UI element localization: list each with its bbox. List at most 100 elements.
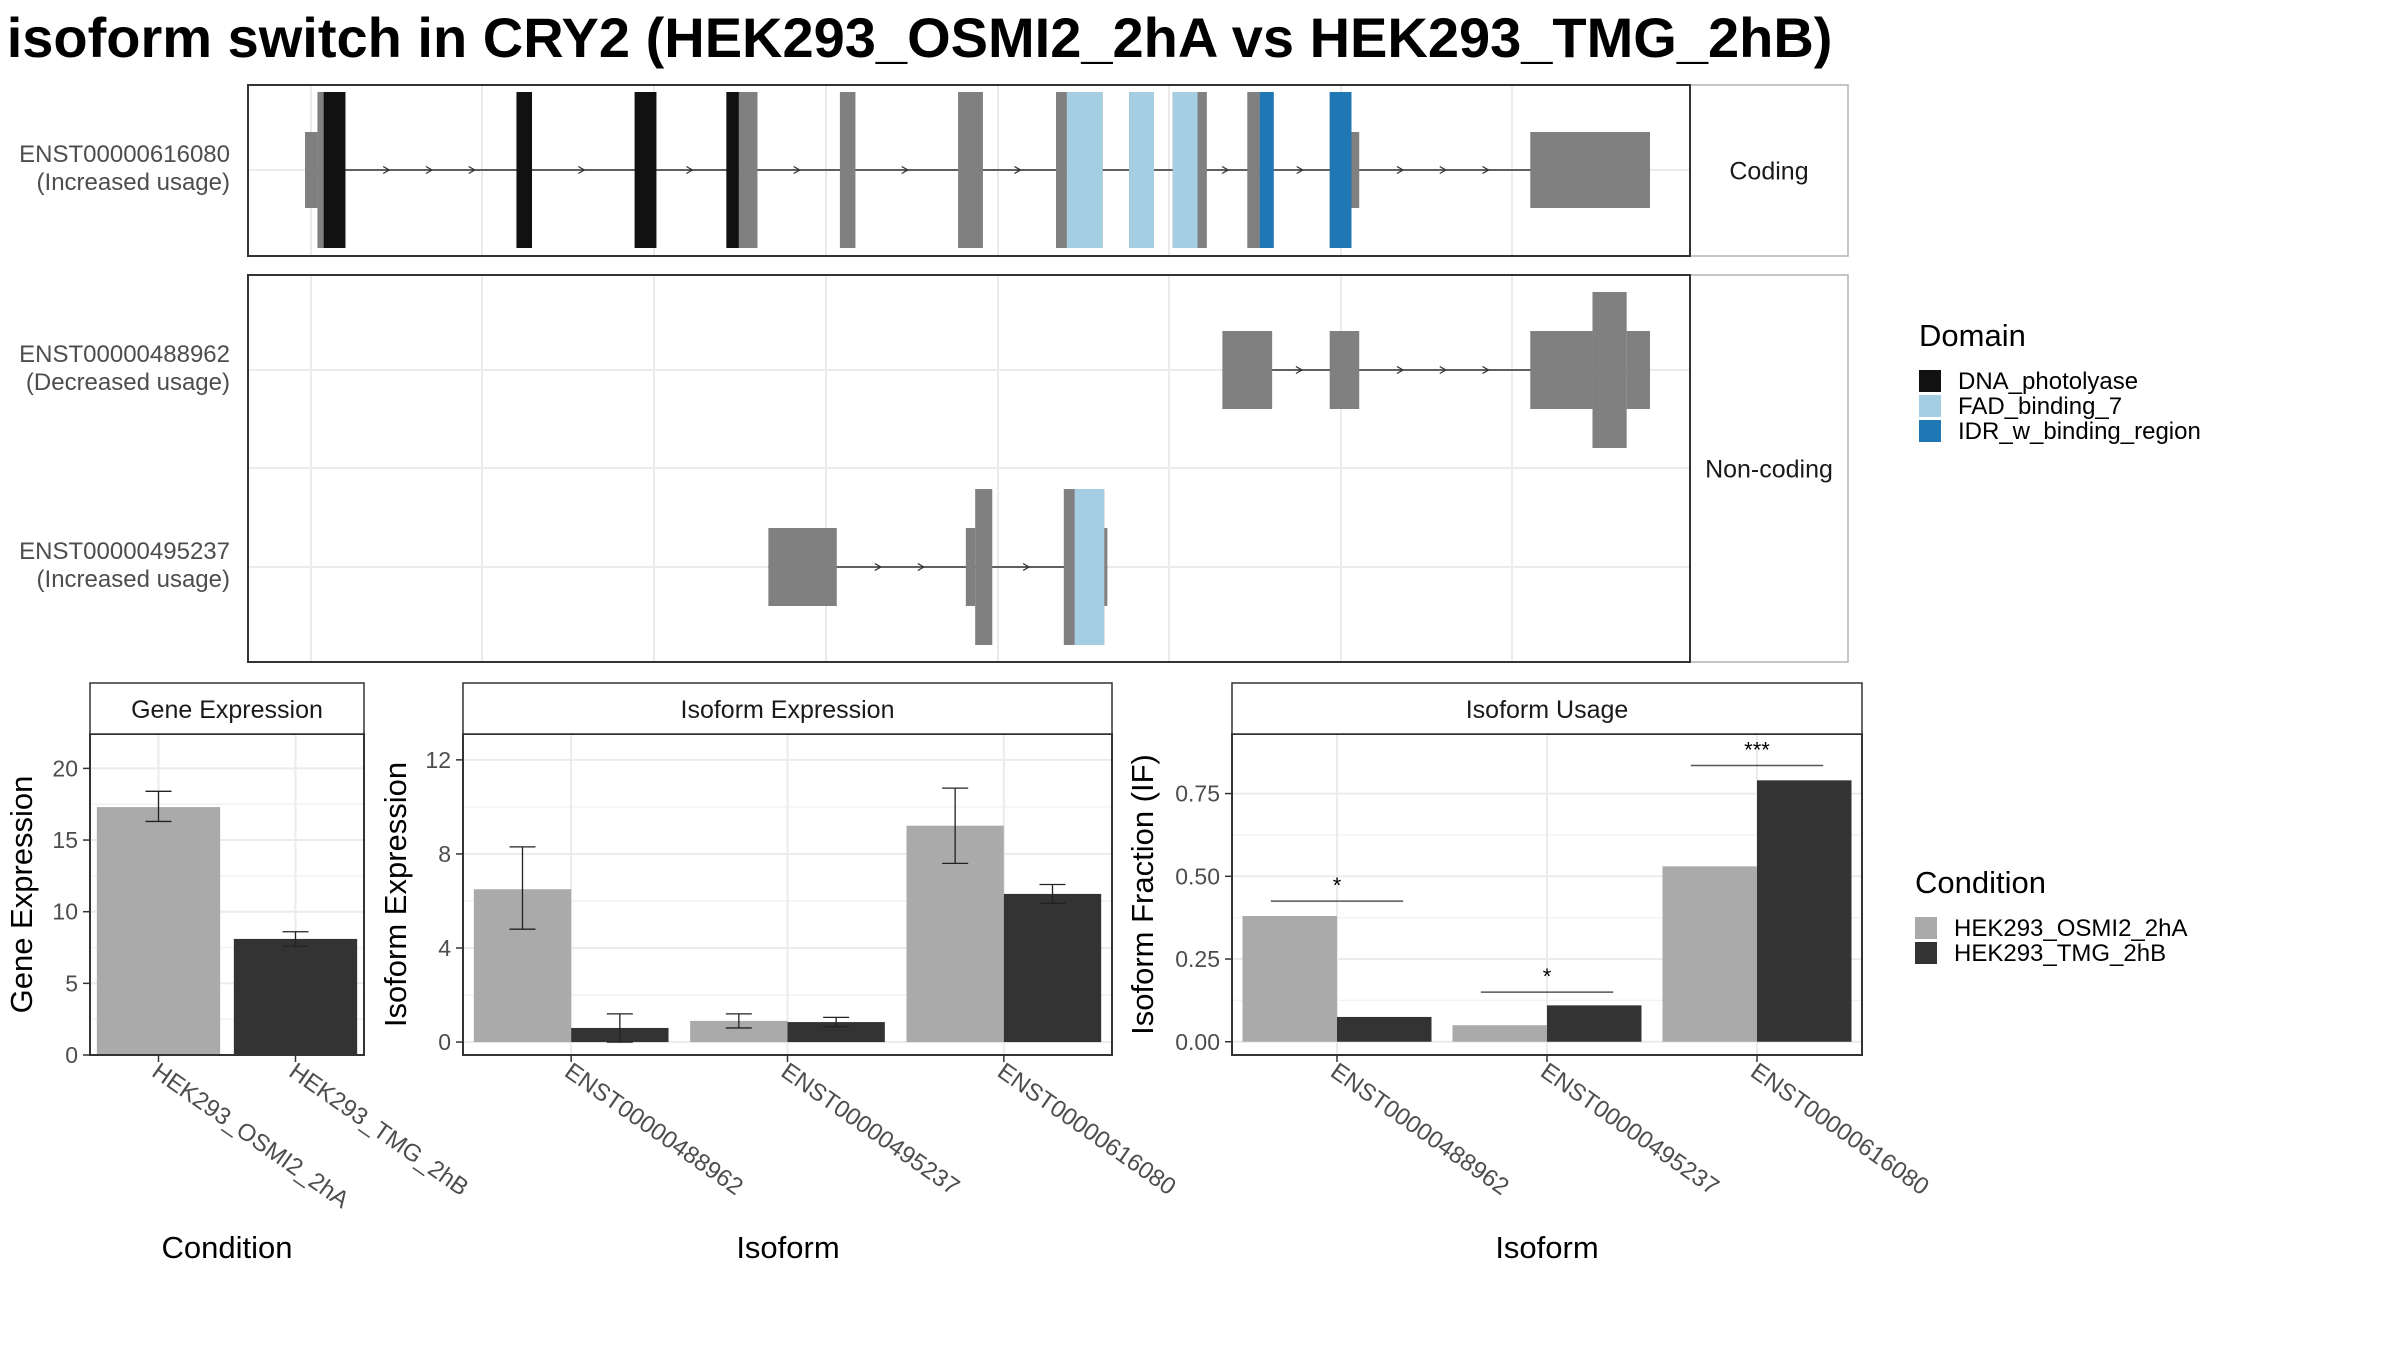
x-tick-label: ENST00000488962 (560, 1058, 748, 1201)
strip (462, 682, 1113, 735)
bar (1662, 866, 1757, 1042)
legend-label: FAD_binding_7 (1958, 393, 2122, 420)
intron-arrow (1014, 165, 1022, 175)
facet-strip (1689, 84, 1849, 257)
protein-domain-block (516, 92, 533, 248)
structure-facet-coding: Coding ENST00000616080(Increased usage) (19, 84, 1849, 257)
legend-label: IDR_w_binding_region (1958, 418, 2201, 445)
intron-arrow (874, 562, 883, 572)
bar (787, 1022, 885, 1043)
intron-arrow (468, 165, 476, 175)
bar (1242, 916, 1337, 1042)
y-tick-label: 8 (438, 841, 451, 867)
y-tick-label: 0 (438, 1029, 451, 1055)
significance-label: * (1333, 873, 1342, 898)
facet-strip-label: Non-coding (1705, 456, 1833, 484)
y-tick-label: 20 (52, 755, 78, 781)
intron-arrow (1396, 165, 1405, 175)
significance-label: *** (1744, 737, 1770, 762)
exon-block (1329, 331, 1360, 409)
figure-title: The isoform switch in CRY2 (HEK293_OSMI2… (0, 6, 1832, 69)
y-tick-label: 0.50 (1175, 863, 1220, 889)
y-tick-label: 0 (65, 1042, 78, 1068)
intron-arrow (1221, 165, 1230, 175)
protein-domain-block (1074, 489, 1105, 645)
bar (1547, 1005, 1642, 1042)
legend-key (1919, 420, 1941, 442)
legend-key (1915, 917, 1937, 939)
x-tick-label: ENST00000616080 (1746, 1058, 1934, 1201)
protein-domain-block (1172, 92, 1198, 248)
transcript-usage-label: (Increased usage) (37, 169, 230, 196)
protein-domain-block (1329, 92, 1352, 248)
bar (1337, 1016, 1432, 1042)
exon-block (1530, 132, 1650, 208)
exon-block (1530, 331, 1593, 409)
significance-label: * (1543, 964, 1552, 989)
legend-label: HEK293_OSMI2_2hA (1954, 915, 2187, 942)
intron-arrow (1396, 365, 1405, 375)
y-tick-label: 15 (52, 827, 78, 853)
intron-arrow (1482, 365, 1490, 375)
chart-1: 0 4 8 12 ENST00000488962 ENST00000495237 ENST0… (378, 682, 1181, 1265)
y-tick-label: 10 (52, 899, 78, 925)
facet-strip-label: Coding (1729, 158, 1808, 186)
y-tick-label: 4 (438, 935, 451, 961)
intron-arrow (1439, 365, 1448, 375)
y-axis-label: Gene Expression (4, 776, 39, 1014)
bar (1757, 780, 1852, 1042)
y-tick-label: 0.25 (1175, 946, 1220, 972)
legend-title: Condition (1915, 865, 2046, 900)
y-tick-label: 5 (65, 970, 78, 996)
legend-key (1915, 942, 1937, 964)
x-axis-label: Isoform (736, 1230, 839, 1265)
exon-block (317, 92, 324, 248)
exon-block (1222, 331, 1273, 409)
intron-arrow (917, 562, 926, 572)
exon-block (1056, 92, 1067, 248)
bar (1003, 893, 1102, 1043)
bar (690, 1020, 788, 1043)
domain-legend: Domain DNA_photolyaseFAD_binding_7IDR_w_b… (1919, 318, 2201, 445)
x-tick-label: ENST00000488962 (1326, 1058, 1514, 1201)
legend-label: DNA_photolyase (1958, 368, 2138, 395)
x-tick-label: ENST00000616080 (992, 1058, 1180, 1201)
legend-label: HEK293_TMG_2hB (1954, 940, 2166, 967)
intron-arrow (1296, 165, 1304, 175)
bar (1452, 1025, 1547, 1042)
structure-facet-noncoding: Non-coding ENST00000488962(Decreased usag… (19, 274, 1849, 663)
exon-block (768, 528, 837, 606)
legend-title: Domain (1919, 318, 2026, 353)
chart-title: Gene Expression (131, 696, 323, 724)
intron-arrow (425, 165, 434, 175)
facet-border (247, 274, 1691, 663)
y-axis-label: Isoform Expression (378, 762, 413, 1027)
y-axis-label: Isoform Fraction (IF) (1125, 754, 1160, 1035)
transcript-id-label: ENST00000488962 (19, 341, 230, 368)
legend-key (1919, 370, 1941, 392)
transcript-id-label: ENST00000616080 (19, 141, 230, 168)
exon-block (738, 92, 758, 248)
exon-block (1351, 132, 1360, 208)
exon-block (1247, 92, 1260, 248)
intron-arrow (578, 165, 586, 175)
exon-block (305, 132, 318, 208)
exon-block (1197, 92, 1207, 248)
legend-key (1919, 395, 1941, 417)
transcript-ENST00000488962: ENST00000488962(Decreased usage) (19, 292, 1650, 448)
chart-2: 0.000.250.500.75*****ENST00000488962 ENST… (1125, 682, 1934, 1265)
protein-domain-block (1259, 92, 1274, 248)
legends: Domain DNA_photolyaseFAD_binding_7IDR_w_b… (1915, 318, 2201, 967)
x-axis-label: Isoform (1495, 1230, 1598, 1265)
protein-domain-block (1129, 92, 1154, 248)
y-tick-label: 0.75 (1175, 781, 1220, 807)
bar (96, 807, 221, 1055)
x-tick-label: ENST00000495237 (1536, 1058, 1724, 1201)
transcript-id-label: ENST00000495237 (19, 538, 230, 565)
intron-arrow (793, 165, 801, 175)
intron-arrow (382, 165, 391, 175)
intron-arrow (901, 165, 910, 175)
chart-title: Isoform Usage (1466, 696, 1629, 724)
exon-block (965, 528, 976, 606)
